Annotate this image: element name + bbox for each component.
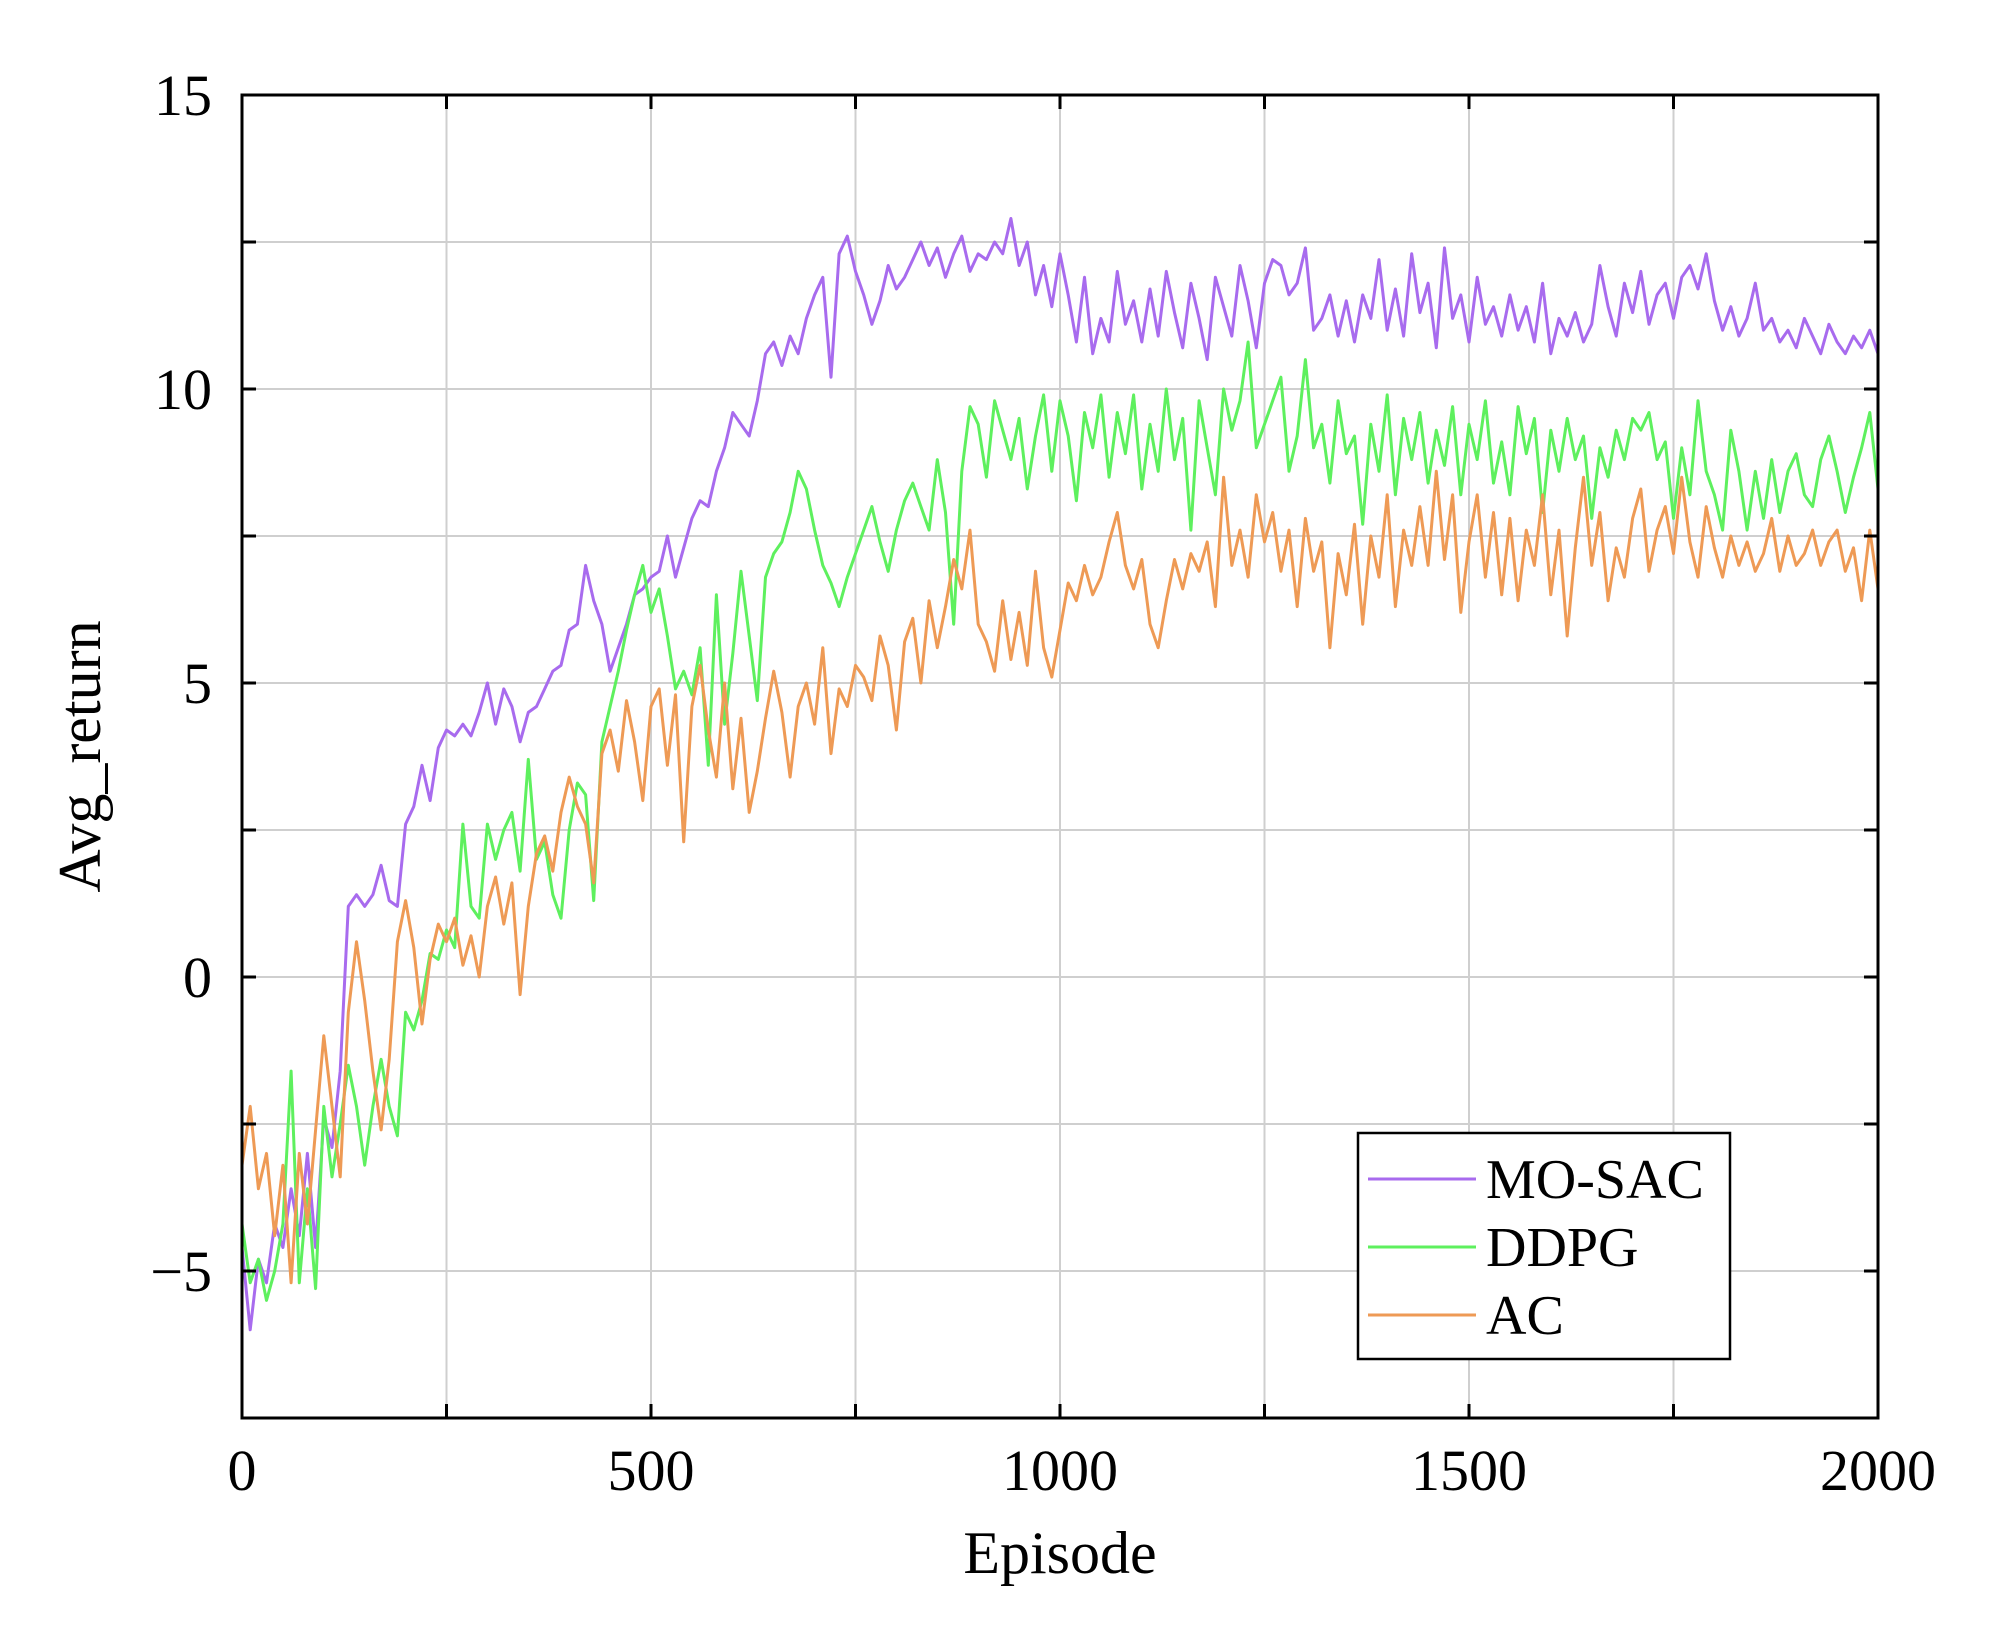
- series-layer: [240, 217, 1880, 1332]
- y-axis-title: Avg_return: [47, 620, 113, 892]
- x-tick-labels: 0 500 1000 1500 2000: [228, 1438, 1937, 1503]
- x-tick-label: 0: [228, 1438, 257, 1503]
- legend-label: MO-SAC: [1486, 1149, 1704, 1211]
- y-tick-label: 5: [183, 651, 212, 716]
- y-tick-labels: −5 0 5 10 15: [150, 63, 212, 1304]
- x-axis-title: Episode: [963, 1520, 1156, 1586]
- axis-ticks: [240, 93, 1880, 1420]
- legend-label: DDPG: [1486, 1217, 1638, 1279]
- x-tick-label: 1500: [1411, 1438, 1527, 1503]
- x-tick-label: 1000: [1002, 1438, 1118, 1503]
- y-tick-label: 10: [154, 357, 212, 422]
- series-line-ac: [240, 469, 1880, 1285]
- legend-label: AC: [1486, 1285, 1564, 1347]
- x-tick-label: 2000: [1820, 1438, 1936, 1503]
- series-line-mo-sac: [240, 217, 1880, 1332]
- x-tick-label: 500: [608, 1438, 695, 1503]
- y-tick-label: −5: [150, 1239, 212, 1304]
- y-tick-label: 0: [183, 945, 212, 1010]
- y-tick-label: 15: [154, 63, 212, 128]
- series-line-ddpg: [240, 340, 1880, 1302]
